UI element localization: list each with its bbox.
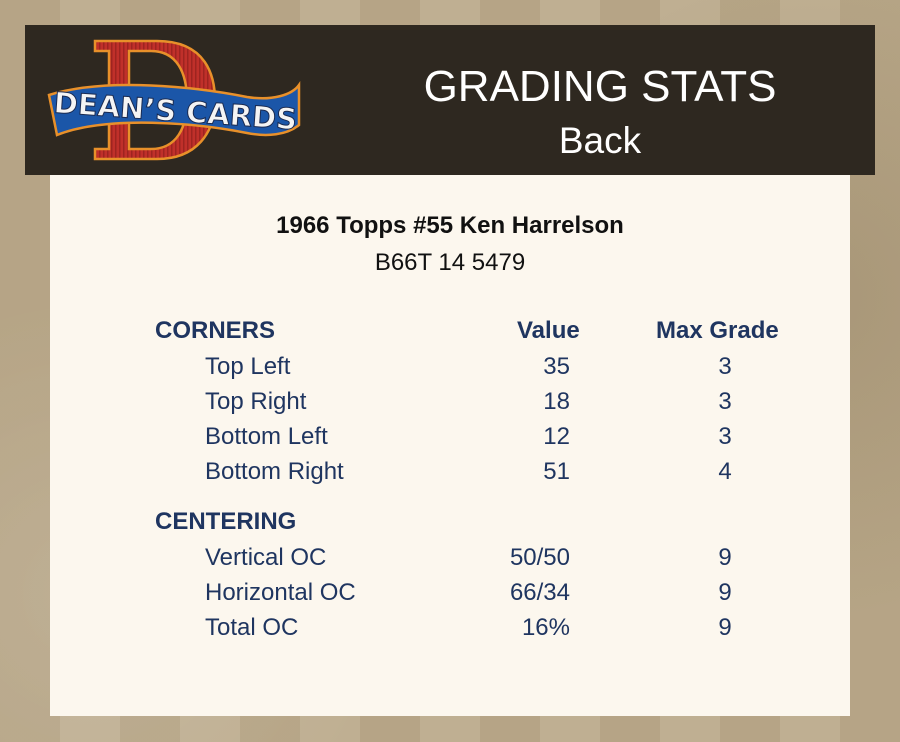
row-label: Top Right (205, 388, 307, 415)
row-max-grade: 4 (718, 458, 732, 485)
row-value: 35 (543, 353, 570, 380)
row-value: 12 (543, 423, 570, 450)
row-value: 50/50 (509, 544, 570, 571)
row-max-grade: 9 (718, 544, 732, 571)
max-grade-column-header: Max Grade (656, 317, 779, 344)
row-max-grade: 3 (718, 388, 732, 415)
card-code: B66T 14 5479 (374, 249, 526, 276)
row-label: Horizontal OC (205, 579, 356, 606)
stats-panel (50, 175, 850, 716)
card-title: 1966 Topps #55 Ken Harrelson (276, 212, 624, 239)
row-label: Bottom Left (205, 423, 328, 450)
row-max-grade: 3 (718, 423, 732, 450)
row-value: 66/34 (509, 579, 570, 606)
row-label: Top Left (205, 353, 291, 380)
row-max-grade: 9 (718, 579, 732, 606)
page-title: GRADING STATS (423, 62, 777, 111)
row-value: 51 (543, 458, 570, 485)
centering-heading: CENTERING (155, 508, 297, 535)
row-value: 16% (521, 614, 570, 641)
row-label: Vertical OC (205, 544, 327, 571)
row-label: Total OC (205, 614, 299, 641)
svg-text:DEAN’S CARDS: DEAN’S CARDS (53, 86, 298, 137)
row-max-grade: 9 (718, 614, 732, 641)
row-label: Bottom Right (205, 458, 344, 485)
value-column-header: Value (517, 317, 580, 344)
deans-cards-logo: DEAN’S CARDS (47, 39, 301, 161)
row-value: 18 (543, 388, 570, 415)
header-banner: DEAN’S CARDS GRADING STATS Back (25, 25, 875, 175)
corners-heading: CORNERS (155, 317, 276, 344)
row-max-grade: 3 (718, 353, 732, 380)
page-subtitle: Back (558, 120, 642, 161)
